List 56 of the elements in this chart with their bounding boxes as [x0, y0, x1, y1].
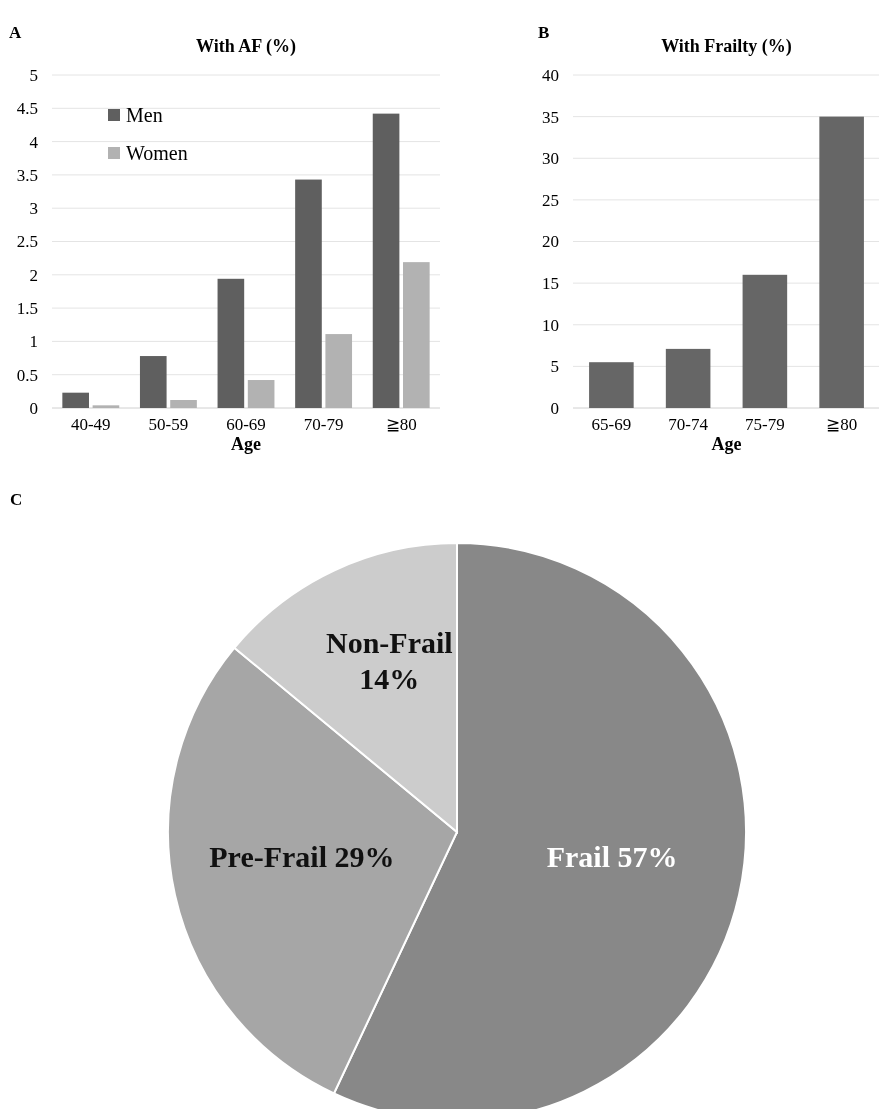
slice-label: Non-Frail [325, 626, 453, 660]
bar [819, 116, 864, 408]
bar [372, 113, 400, 408]
x-tick-label: ≧80 [826, 415, 858, 434]
x-tick-label: 40-49 [70, 415, 111, 434]
x-tick-label: 75-79 [745, 415, 785, 434]
x-axis-title: Age [231, 434, 261, 454]
text: C [10, 490, 23, 509]
chart-title: With Frailty (%) [661, 36, 792, 57]
y-tick-label: 3 [29, 199, 38, 219]
y-tick-label: 0.5 [16, 365, 38, 385]
x-tick-label: ≧80 [385, 415, 417, 434]
x-tick-label: 70-79 [303, 415, 344, 434]
y-tick-label: 0 [29, 398, 38, 418]
bar [170, 400, 197, 408]
bar [92, 405, 120, 408]
y-tick-label: 25 [542, 190, 559, 210]
y-tick-label: 5 [29, 65, 38, 85]
x-axis-title: Age [711, 434, 742, 454]
y-tick-label: 35 [542, 107, 559, 127]
data-label: 14% [359, 662, 420, 696]
y-tick-label: 1 [29, 332, 38, 352]
y-tick-label: 1.5 [16, 299, 38, 319]
x-tick-label: 65-69 [591, 415, 632, 434]
y-tick-label: 15 [542, 274, 559, 294]
bar [139, 356, 167, 408]
y-tick-label: 4 [29, 132, 39, 152]
text: A [9, 23, 22, 42]
x-tick-label: 70-74 [668, 415, 709, 434]
bar [217, 278, 245, 408]
legend-label: Men [126, 104, 163, 126]
bar [325, 334, 353, 408]
y-tick-label: 30 [542, 149, 559, 169]
y-tick-label: 20 [542, 232, 559, 252]
y-tick-label: 3.5 [16, 165, 38, 185]
bar [403, 262, 430, 408]
y-tick-label: 40 [542, 65, 559, 85]
slice-label: Pre-Frail 29% [209, 839, 395, 873]
bar [247, 380, 275, 408]
x-tick-label: 60-69 [226, 415, 266, 434]
bar [589, 362, 634, 408]
legend-label: Women [126, 142, 188, 164]
y-tick-label: 4.5 [16, 99, 38, 119]
y-tick-label: 10 [542, 315, 559, 335]
bar [62, 392, 89, 408]
y-tick-label: 2.5 [16, 232, 38, 252]
bar [742, 274, 788, 408]
bar [665, 348, 711, 408]
text: B [538, 23, 550, 42]
x-tick-label: 50-59 [148, 415, 189, 434]
y-tick-label: 5 [550, 357, 559, 377]
bar [295, 179, 322, 408]
y-tick-label: 2 [29, 265, 38, 285]
slice-label: Frail 57% [546, 839, 678, 873]
y-tick-label: 0 [550, 398, 559, 418]
chart-title: With AF (%) [195, 36, 297, 57]
